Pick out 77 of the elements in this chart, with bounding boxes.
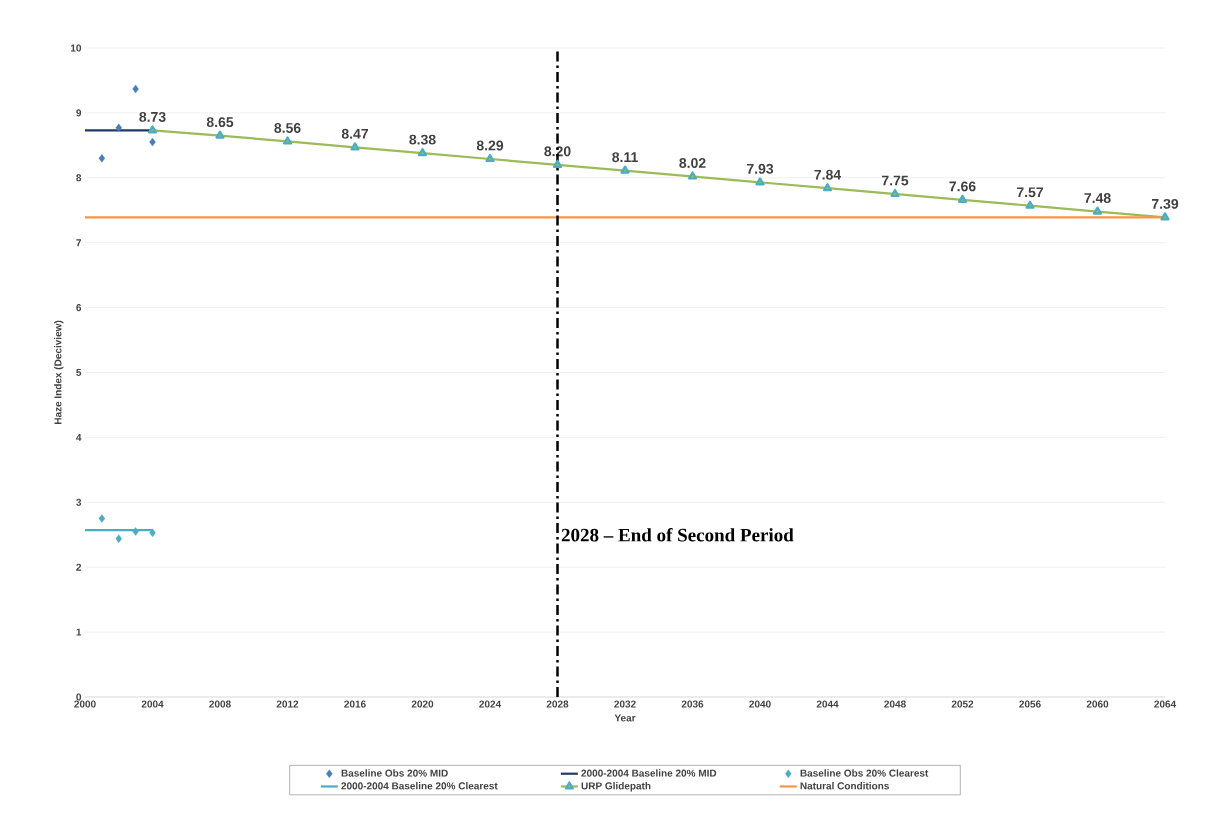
legend-label: 2000-2004 Baseline 20% Clearest (341, 782, 498, 790)
y-axis-title: Haze Index (Deciview) (54, 320, 64, 425)
x-tick-label: 2008 (209, 700, 231, 708)
point (890, 188, 900, 198)
x-tick-label: 2044 (816, 700, 839, 708)
point (147, 125, 158, 134)
x-tick-label: 2024 (479, 700, 502, 708)
y-tick-label: 4 (76, 433, 82, 441)
data-label: 7.66 (949, 181, 976, 192)
legend-label: Natural Conditions (800, 782, 889, 790)
x-axis-title: Year (614, 714, 636, 722)
data-label: 7.75 (881, 175, 909, 186)
legend-label: Baseline Obs 20% Clearest (800, 769, 929, 777)
point (957, 194, 968, 203)
point (98, 514, 106, 523)
x-tick-label: 2048 (884, 700, 906, 708)
data-label: 8.02 (679, 158, 706, 168)
point (215, 130, 225, 139)
x-tick-label: 2028 (546, 700, 569, 708)
data-label: 8.29 (476, 140, 504, 151)
y-tick-label: 3 (76, 498, 82, 506)
data-label: 8.73 (139, 111, 166, 122)
x-tick-label: 2064 (1154, 700, 1177, 708)
point (1025, 200, 1035, 209)
y-tick-label: 6 (76, 304, 82, 312)
y-tick-label: 7 (76, 239, 82, 247)
data-label: 7.57 (1016, 187, 1044, 198)
y-tick-label: 10 (70, 44, 82, 52)
legend-label: 2000-2004 Baseline 20% MID (581, 769, 717, 777)
data-label: 7.93 (746, 163, 774, 174)
point (115, 534, 122, 543)
point (98, 154, 106, 163)
point (417, 148, 428, 157)
point (687, 171, 698, 180)
data-label: 8.56 (274, 122, 301, 133)
point (822, 183, 833, 192)
y-tick-label: 2 (76, 563, 82, 571)
y-tick-label: 0 (76, 693, 82, 701)
point (755, 177, 765, 186)
data-label: 8.47 (341, 128, 369, 139)
point (620, 165, 630, 174)
data-label: 8.38 (409, 134, 436, 145)
point (149, 137, 156, 147)
y-tick-label: 9 (76, 109, 82, 117)
data-label: 7.39 (1151, 198, 1179, 209)
legend-label: Baseline Obs 20% MID (341, 769, 448, 777)
x-tick-label: 2032 (614, 700, 636, 708)
x-tick-label: 2056 (1019, 700, 1041, 708)
x-tick-label: 2004 (141, 700, 164, 708)
x-tick-label: 2016 (344, 700, 366, 708)
y-tick-label: 8 (76, 174, 82, 182)
point (350, 142, 360, 151)
data-label: 7.48 (1084, 193, 1111, 204)
point (132, 84, 139, 94)
data-label: 7.84 (814, 169, 842, 180)
x-tick-label: 2040 (749, 700, 771, 708)
legend-label: URP Glidepath (581, 782, 651, 792)
point (1160, 212, 1170, 221)
point (149, 528, 156, 537)
x-tick-label: 2000 (74, 700, 96, 708)
x-tick-label: 2060 (1086, 700, 1109, 708)
x-tick-label: 2052 (951, 700, 974, 708)
x-tick-label: 2036 (681, 700, 704, 708)
point (485, 153, 495, 163)
y-tick-label: 5 (76, 369, 82, 376)
data-label: 8.20 (544, 146, 571, 157)
x-tick-label: 2020 (411, 700, 434, 708)
point (1092, 206, 1103, 215)
y-tick-label: 1 (76, 628, 82, 636)
data-label: 8.65 (206, 117, 234, 128)
point (115, 123, 122, 133)
x-tick-label: 2012 (276, 700, 299, 708)
point (282, 136, 293, 145)
data-label: 8.11 (612, 152, 638, 163)
point (132, 527, 139, 536)
point (552, 159, 563, 168)
ref-line-label: 2028 – End of Second Period (561, 527, 794, 542)
